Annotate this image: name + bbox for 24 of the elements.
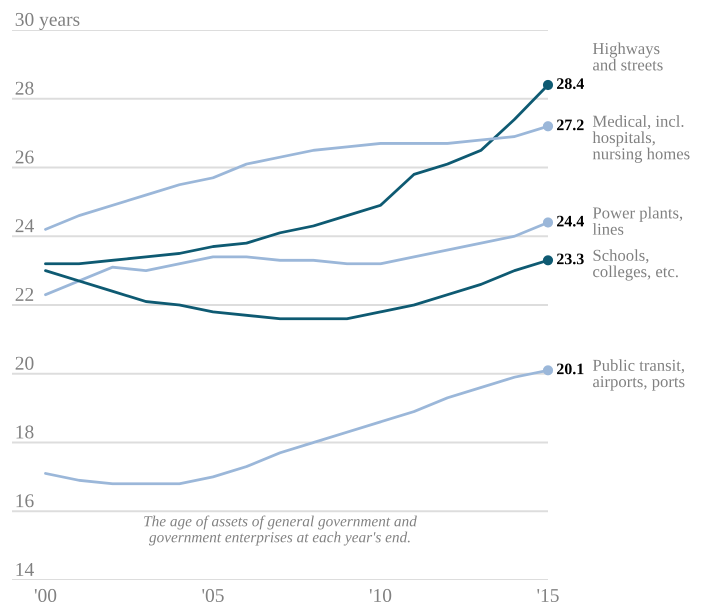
x-tick-label: '10: [370, 588, 392, 602]
y-tick-label: 26: [16, 150, 34, 164]
text: Highways and streets: [592, 42, 663, 71]
text: Public transit, airports, ports: [592, 359, 684, 391]
x-tick-label: '15: [537, 588, 559, 602]
y-tick-label: 14: [16, 563, 34, 576]
y-tick-label: 28: [16, 82, 34, 95]
data-label: 27.2: [557, 120, 584, 130]
data-label: 28.4: [557, 78, 584, 90]
x-tick-label: '05: [202, 588, 224, 602]
data-label: 23.3: [557, 254, 584, 264]
annotation: The age of assets of general government and government enterprises at each year's end.: [144, 515, 417, 546]
y-tick-label: 20: [16, 356, 34, 370]
y-tick-label: 22: [16, 288, 34, 301]
x-tick-label: '00: [34, 588, 56, 602]
y-tick-label: 30 years: [16, 12, 80, 30]
text: Schools, colleges, etc.: [593, 249, 678, 281]
data-label: 24.4: [557, 216, 584, 227]
text: Power plants, lines: [592, 206, 682, 235]
y-tick-label: 24: [16, 219, 34, 232]
data-label: 20.1: [557, 364, 584, 374]
y-tick-label: 16: [16, 494, 34, 508]
text: Medical, incl. hospitals, nursing homes: [592, 115, 690, 163]
y-tick-label: 18: [16, 425, 34, 439]
